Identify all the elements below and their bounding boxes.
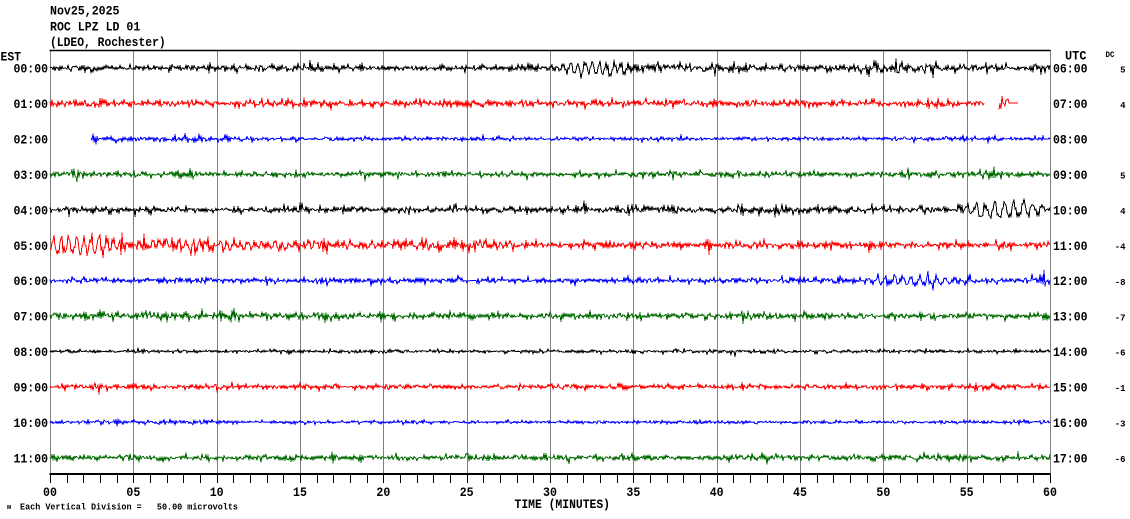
svg-text:08:00: 08:00 xyxy=(1053,133,1088,148)
svg-text:30: 30 xyxy=(543,485,557,500)
svg-text:06:00: 06:00 xyxy=(1053,62,1088,77)
svg-text:-7: -7 xyxy=(1115,313,1126,323)
svg-text:60: 60 xyxy=(1043,485,1057,500)
svg-text:UTC: UTC xyxy=(1065,49,1087,64)
svg-text:4: 4 xyxy=(1120,207,1126,217)
svg-text:Each Vertical Division = 50.: Each Vertical Division = 50.00 microvolt… xyxy=(20,503,238,513)
svg-text:05:00: 05:00 xyxy=(14,239,49,254)
svg-text:EST: EST xyxy=(1,50,22,65)
svg-text:5: 5 xyxy=(1120,65,1125,75)
svg-text:TIME (MINUTES): TIME (MINUTES) xyxy=(515,497,611,512)
svg-text:00:00: 00:00 xyxy=(14,62,49,77)
svg-text:-8: -8 xyxy=(1115,278,1126,288)
svg-text:4: 4 xyxy=(1120,101,1126,111)
svg-text:17:00: 17:00 xyxy=(1053,451,1088,466)
svg-text:ROC LPZ LD 01: ROC LPZ LD 01 xyxy=(50,20,140,35)
svg-text:11:00: 11:00 xyxy=(14,451,49,466)
svg-text:01:00: 01:00 xyxy=(14,97,49,112)
svg-text:DC: DC xyxy=(1106,50,1115,60)
svg-text:09:00: 09:00 xyxy=(1053,168,1088,183)
svg-text:07:00: 07:00 xyxy=(14,310,49,325)
svg-text:40: 40 xyxy=(710,485,724,500)
svg-text:09:00: 09:00 xyxy=(14,381,49,396)
svg-text:07:00: 07:00 xyxy=(1053,97,1088,112)
svg-text:25: 25 xyxy=(460,485,474,500)
svg-text:04:00: 04:00 xyxy=(14,203,49,218)
svg-text:-6: -6 xyxy=(1115,455,1126,465)
svg-text:15: 15 xyxy=(293,485,307,500)
svg-text:(LDEO, Rochester): (LDEO, Rochester) xyxy=(50,35,166,50)
svg-text:11:00: 11:00 xyxy=(1053,239,1088,254)
svg-text:45: 45 xyxy=(793,485,807,500)
svg-text:м: м xyxy=(7,504,11,512)
svg-text:35: 35 xyxy=(626,485,640,500)
svg-text:10:00: 10:00 xyxy=(1053,203,1088,218)
svg-text:00: 00 xyxy=(43,485,57,500)
svg-text:06:00: 06:00 xyxy=(14,274,49,289)
svg-text:Nov25,2025: Nov25,2025 xyxy=(50,4,120,19)
svg-text:-3: -3 xyxy=(1115,420,1126,430)
svg-text:10:00: 10:00 xyxy=(14,416,49,431)
svg-text:-4: -4 xyxy=(1115,243,1126,253)
svg-text:08:00: 08:00 xyxy=(14,345,49,360)
svg-text:05: 05 xyxy=(126,485,140,500)
svg-text:16:00: 16:00 xyxy=(1053,416,1088,431)
svg-text:5: 5 xyxy=(1120,172,1125,182)
svg-text:13:00: 13:00 xyxy=(1053,310,1088,325)
svg-text:02:00: 02:00 xyxy=(14,133,49,148)
svg-text:15:00: 15:00 xyxy=(1053,381,1088,396)
svg-text:20: 20 xyxy=(376,485,390,500)
svg-text:14:00: 14:00 xyxy=(1053,345,1088,360)
svg-text:-6: -6 xyxy=(1115,349,1126,359)
svg-text:-1: -1 xyxy=(1115,384,1126,394)
svg-text:55: 55 xyxy=(960,485,974,500)
svg-text:03:00: 03:00 xyxy=(14,168,49,183)
svg-text:50: 50 xyxy=(876,485,890,500)
svg-text:12:00: 12:00 xyxy=(1053,274,1088,289)
svg-text:10: 10 xyxy=(210,485,224,500)
